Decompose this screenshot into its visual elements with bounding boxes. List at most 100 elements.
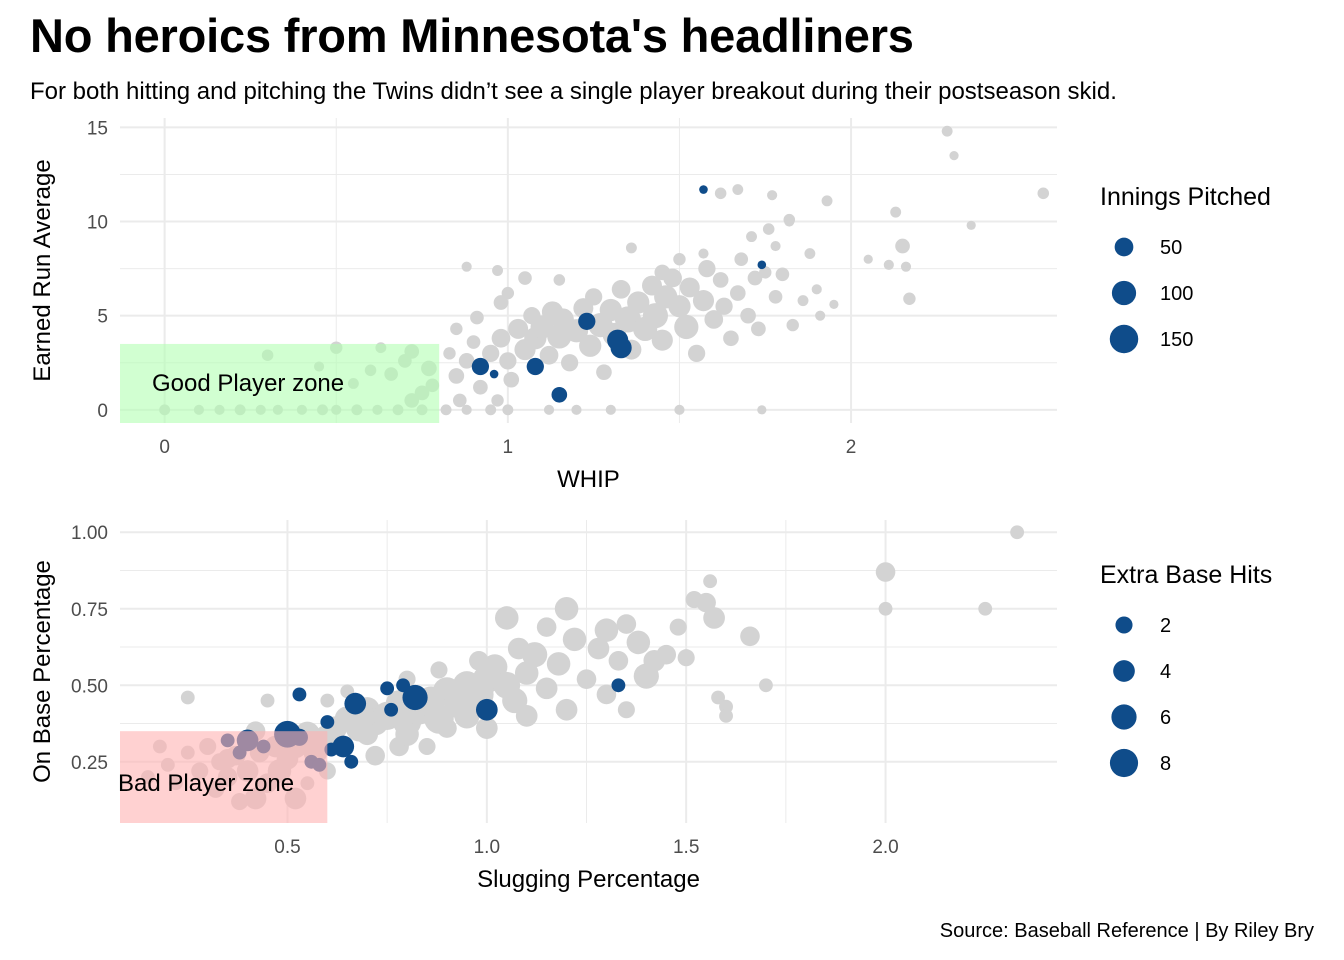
other-player-point <box>740 626 760 647</box>
other-player-point <box>815 310 826 321</box>
twins-player-point <box>757 260 767 270</box>
other-player-point <box>501 286 515 300</box>
chart-title: No heroics from Minnesota's headliners <box>30 9 914 62</box>
other-player-point <box>900 261 912 272</box>
legend-key-circle <box>1109 748 1139 778</box>
twins-player-point <box>380 681 395 696</box>
other-player-point <box>783 213 796 226</box>
other-player-point <box>473 379 488 395</box>
twins-player-point <box>344 754 359 769</box>
other-player-point <box>875 562 896 582</box>
y-tick-label: 0.25 <box>71 753 108 774</box>
other-player-point <box>596 364 612 380</box>
other-player-point <box>949 151 959 161</box>
other-player-point <box>546 652 571 676</box>
other-player-point <box>767 190 778 201</box>
bad-player-zone <box>120 731 328 823</box>
other-player-point <box>596 684 617 705</box>
other-player-point <box>514 661 539 685</box>
other-player-point <box>576 669 597 689</box>
legend-title: Innings Pitched <box>1100 183 1271 211</box>
other-player-point <box>616 614 637 634</box>
other-player-point <box>692 290 715 312</box>
other-player-point <box>587 637 610 660</box>
legend-key-circle <box>1109 324 1139 354</box>
other-player-point <box>430 661 448 679</box>
other-player-point <box>475 717 498 739</box>
other-player-point <box>605 404 616 415</box>
other-player-point <box>751 321 766 337</box>
other-player-point <box>978 601 993 616</box>
legend-key-circle <box>1115 616 1133 634</box>
twins-player-point <box>475 698 498 721</box>
other-player-point <box>320 693 335 708</box>
other-player-point <box>704 310 724 329</box>
twins-player-point <box>489 369 499 379</box>
other-player-point <box>499 352 517 370</box>
other-player-point <box>1037 187 1050 200</box>
other-player-point <box>890 206 902 218</box>
size-legend: Extra Base Hits 2 4 6 8 <box>1100 561 1272 778</box>
y-axis-title: On Base Percentage <box>29 560 56 783</box>
other-player-point <box>687 344 706 362</box>
other-player-point <box>440 404 452 416</box>
x-axis-title: WHIP <box>557 466 620 493</box>
other-player-point <box>553 274 566 286</box>
y-axis-title: Earned Run Average <box>29 159 56 381</box>
other-player-point <box>543 404 555 415</box>
other-player-point <box>452 393 467 408</box>
twins-player-point <box>292 687 307 702</box>
other-player-point <box>757 405 767 415</box>
other-player-point <box>883 259 894 270</box>
other-player-point <box>669 618 687 636</box>
other-player-point <box>770 240 781 252</box>
chart-subtitle: For both hitting and pitching the Twins … <box>30 78 1117 105</box>
other-player-point <box>560 354 579 372</box>
legend-label: 4 <box>1160 661 1171 683</box>
other-player-point <box>571 404 582 415</box>
other-player-point <box>627 291 650 314</box>
other-player-point <box>797 295 809 307</box>
other-player-point <box>625 242 637 254</box>
other-player-point <box>746 231 757 243</box>
other-player-point <box>786 318 799 332</box>
other-player-point <box>626 630 651 655</box>
twins-player-point <box>551 386 568 403</box>
other-player-point <box>1010 525 1025 540</box>
twins-player-point <box>384 702 399 717</box>
other-player-point <box>732 184 744 195</box>
twins-player-point <box>320 715 335 729</box>
other-player-point <box>654 264 671 281</box>
other-player-point <box>811 284 822 295</box>
twins-player-point <box>526 357 544 376</box>
other-player-point <box>508 318 529 339</box>
other-player-point <box>461 404 472 415</box>
other-player-point <box>617 701 635 719</box>
other-player-point <box>677 649 695 667</box>
other-player-point <box>356 723 379 746</box>
other-player-point <box>719 708 733 723</box>
other-player-point <box>470 310 484 325</box>
other-player-point <box>762 223 775 235</box>
other-player-point <box>491 394 504 407</box>
scatter-panel-2: 0.5 1.0 1.5 2.0 0.25 0.50 0.75 1.00 Slugging Per… <box>29 520 1272 893</box>
other-player-point <box>759 678 773 693</box>
other-player-point <box>443 347 456 360</box>
other-player-point <box>515 705 538 727</box>
other-player-point <box>878 601 893 616</box>
legend-label: 100 <box>1160 283 1193 305</box>
other-player-point <box>729 285 746 301</box>
other-player-point <box>485 404 497 416</box>
zone-label: Bad Player zone <box>118 770 294 797</box>
source-caption: Source: Baseball Reference | By Riley Br… <box>939 920 1314 942</box>
other-player-point <box>539 345 559 365</box>
x-axis-title: Slugging Percentage <box>477 866 700 893</box>
other-player-point <box>611 279 631 299</box>
other-player-point <box>966 220 976 230</box>
y-tick-label: 15 <box>87 118 108 139</box>
x-tick-label: 1 <box>503 437 514 458</box>
other-player-point <box>651 329 673 351</box>
other-player-point <box>775 267 790 282</box>
twins-player-point <box>402 684 428 711</box>
y-tick-label: 0 <box>97 401 108 422</box>
